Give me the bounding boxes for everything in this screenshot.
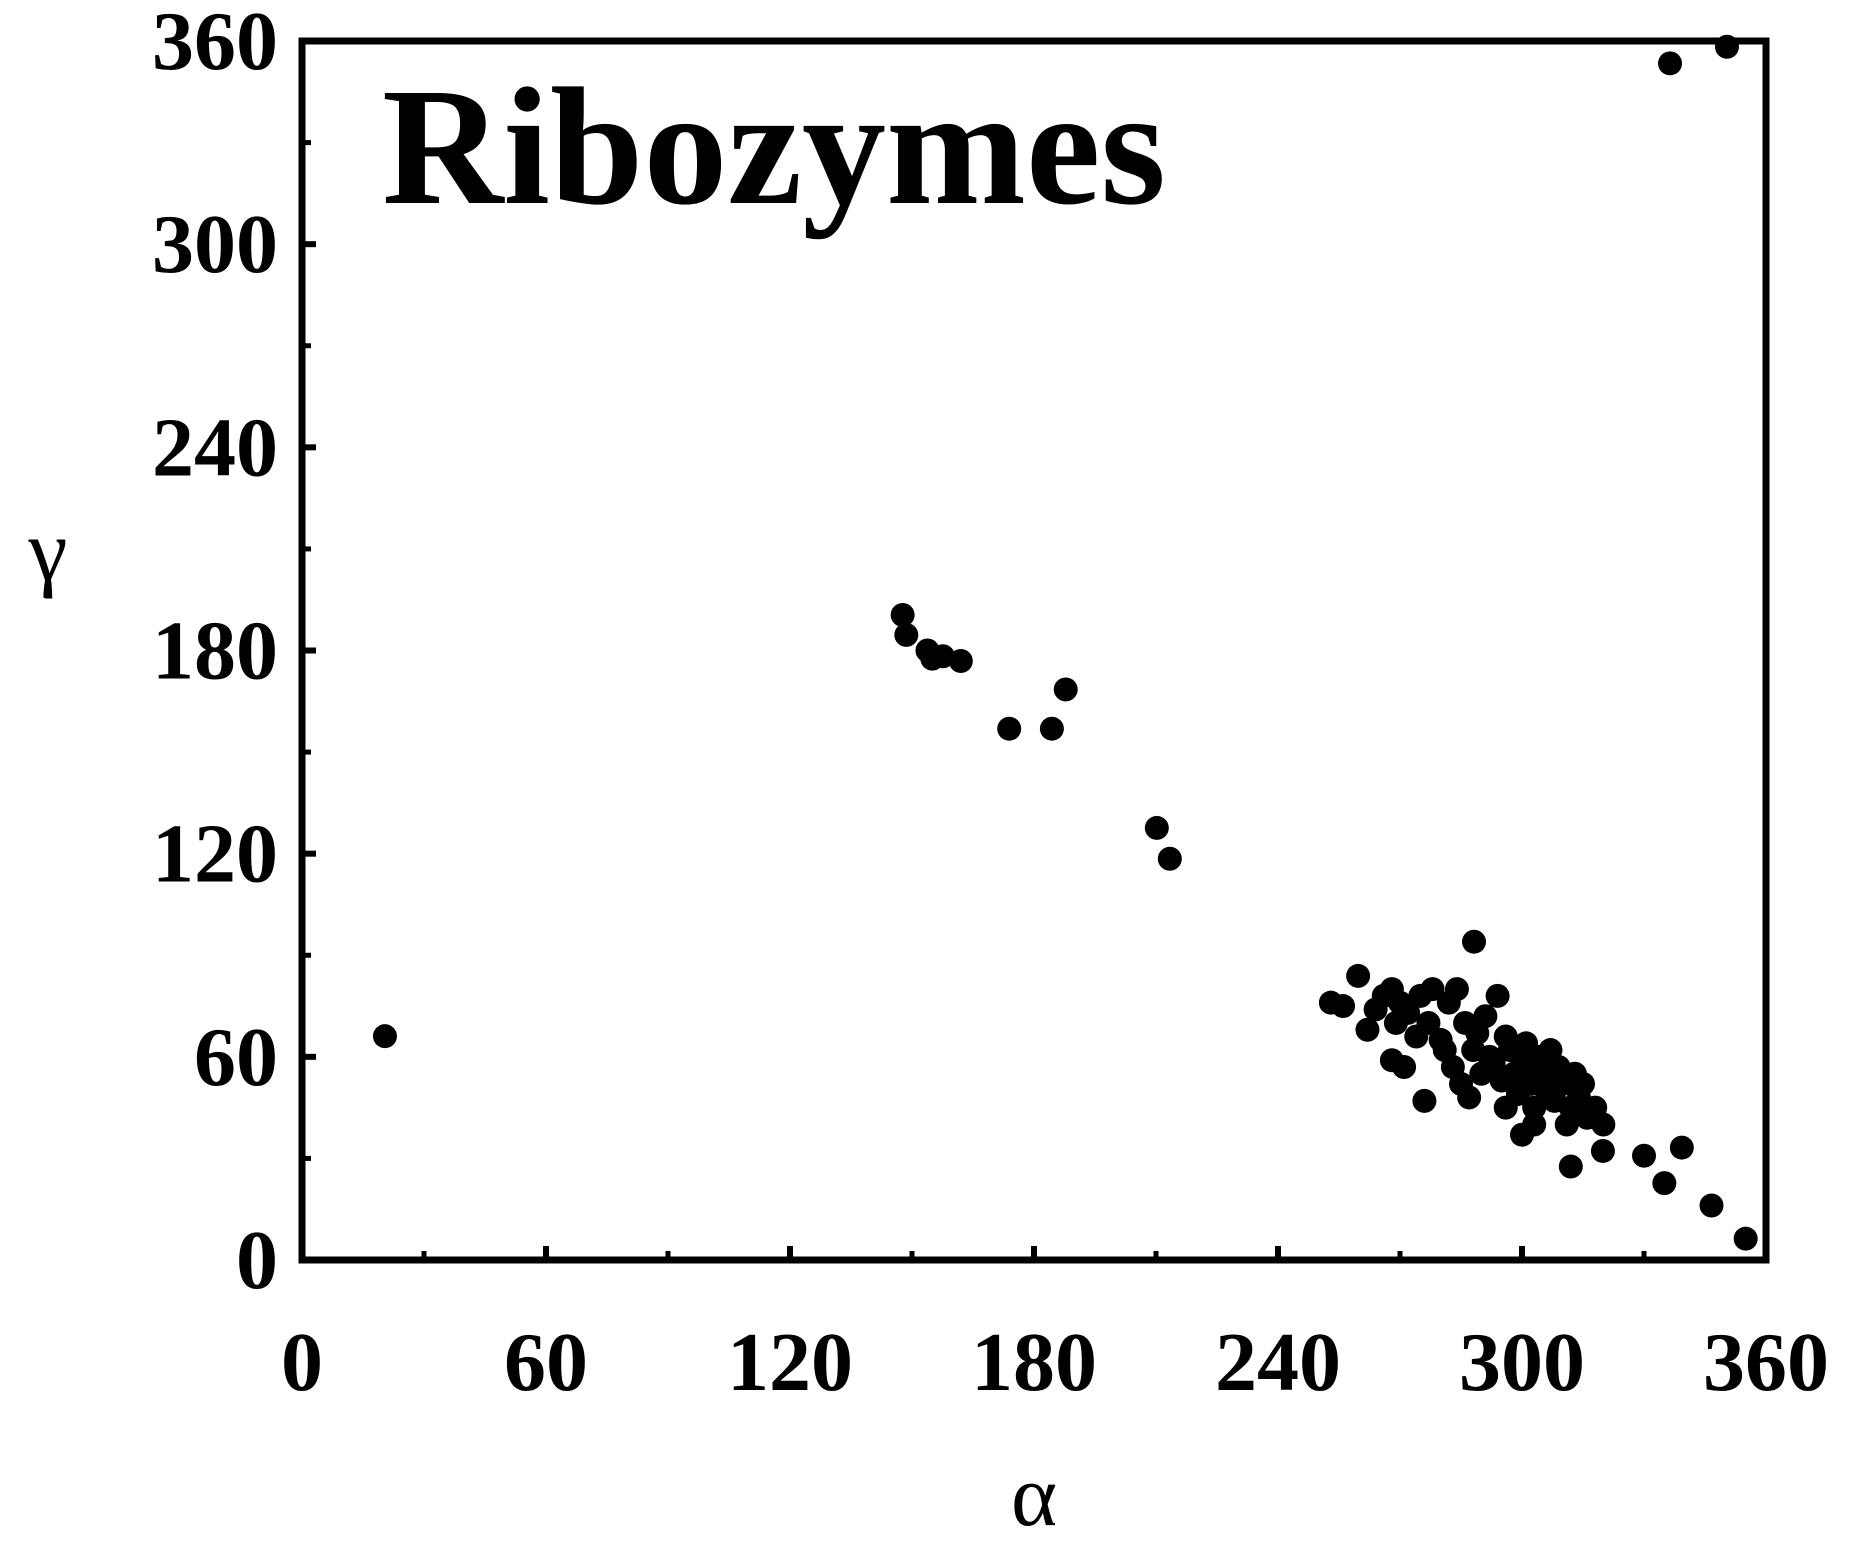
- y-tick-label: 300: [152, 198, 278, 291]
- x-tick-label: 60: [504, 1316, 588, 1409]
- point: [1383, 1010, 1408, 1035]
- point: [1039, 716, 1064, 741]
- point: [948, 648, 973, 673]
- point: [1157, 846, 1182, 871]
- point: [1420, 977, 1445, 1002]
- y-tick-label: 120: [152, 808, 278, 901]
- point: [894, 622, 919, 647]
- point: [1144, 815, 1169, 840]
- y-tick-label: 60: [194, 1011, 278, 1104]
- point: [1392, 1054, 1417, 1079]
- x-tick-label: 0: [281, 1316, 323, 1409]
- point: [1632, 1143, 1656, 1168]
- point: [1699, 1193, 1724, 1218]
- point: [1590, 1138, 1615, 1163]
- point: [1591, 1112, 1616, 1137]
- point: [1493, 1095, 1518, 1120]
- point: [1444, 977, 1469, 1002]
- y-tick-label: 240: [152, 401, 278, 494]
- point: [1485, 983, 1510, 1008]
- point: [1346, 963, 1371, 988]
- point: [1554, 1112, 1579, 1137]
- point: [1714, 34, 1739, 59]
- point: [890, 602, 915, 627]
- point: [372, 1024, 397, 1049]
- x-axis-label: α: [1011, 1448, 1057, 1541]
- y-axis-label: γ: [28, 503, 68, 600]
- point: [1355, 1017, 1380, 1042]
- point: [1522, 1095, 1547, 1120]
- point: [1571, 1071, 1595, 1096]
- point: [1669, 1135, 1694, 1160]
- point: [1404, 1024, 1429, 1049]
- point: [1733, 1226, 1758, 1251]
- point: [1432, 1038, 1457, 1063]
- point: [1558, 1154, 1583, 1179]
- point: [1457, 1085, 1482, 1110]
- x-tick-label: 240: [1215, 1316, 1341, 1409]
- point: [1462, 929, 1487, 954]
- y-tick-label: 180: [152, 605, 278, 698]
- point: [1473, 1004, 1498, 1029]
- point: [1412, 1088, 1437, 1113]
- point: [1331, 994, 1356, 1019]
- point: [1522, 1112, 1547, 1137]
- point: [1658, 51, 1683, 76]
- x-tick-label: 180: [971, 1316, 1097, 1409]
- x-tick-label: 120: [727, 1316, 853, 1409]
- x-tick-label: 360: [1703, 1316, 1829, 1409]
- point: [1493, 1024, 1518, 1049]
- point: [1652, 1171, 1677, 1196]
- x-tick-label: 300: [1459, 1316, 1585, 1409]
- y-tick-label: 360: [152, 0, 278, 88]
- point: [1053, 677, 1078, 702]
- y-tick-label: 0: [236, 1214, 278, 1307]
- point: [997, 716, 1022, 741]
- chart-title: Ribozymes: [382, 54, 1166, 240]
